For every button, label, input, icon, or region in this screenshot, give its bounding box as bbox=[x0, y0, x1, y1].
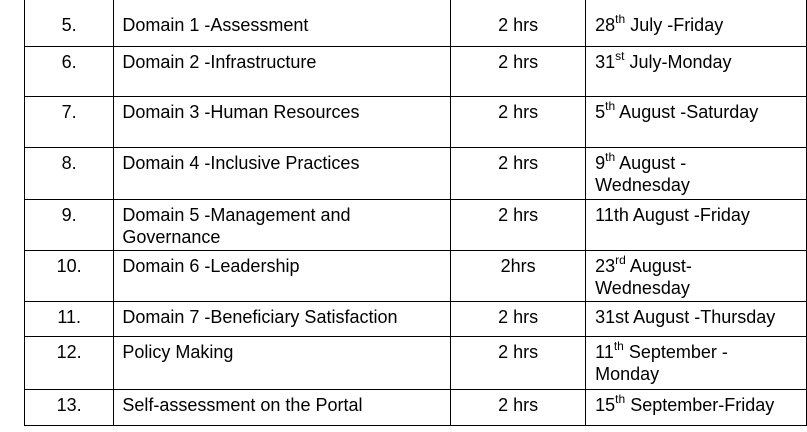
date-day: 9 bbox=[595, 152, 606, 173]
duration: 2 hrs bbox=[450, 300, 587, 337]
session-date: 31st July-Monday bbox=[585, 45, 807, 97]
table-row: 9. Domain 5 -Management and Governance 2… bbox=[23, 198, 807, 251]
date-rest: July -Friday bbox=[625, 15, 724, 35]
duration: 2 hrs bbox=[450, 388, 587, 426]
row-number: 12. bbox=[23, 335, 115, 390]
date-rest: August- Wednesday bbox=[595, 255, 692, 298]
domain-item: Domain 2 -Infrastructure bbox=[113, 45, 452, 97]
date-rest: September - Monday bbox=[595, 341, 728, 384]
domain-item: Domain 1 -Assessment bbox=[113, 0, 452, 47]
row-number: 7. bbox=[23, 95, 115, 148]
table-row: 8. Domain 4 -Inclusive Practices 2 hrs 9… bbox=[23, 146, 807, 200]
row-number: 6. bbox=[23, 45, 115, 97]
duration: 2 hrs bbox=[450, 335, 587, 390]
date-ordinal: th bbox=[605, 98, 616, 113]
domain-item: Domain 6 -Leadership bbox=[113, 249, 452, 302]
date-ordinal: rd bbox=[615, 252, 626, 267]
table-row: 7. Domain 3 -Human Resources 2 hrs 5th A… bbox=[23, 95, 807, 148]
session-date: 9th August - Wednesday bbox=[585, 146, 807, 200]
row-number: 9. bbox=[23, 198, 115, 251]
date-ordinal: th bbox=[615, 12, 626, 26]
duration: 2 hrs bbox=[450, 146, 587, 200]
date-ordinal: th bbox=[615, 391, 626, 406]
session-date: 11th September - Monday bbox=[585, 335, 807, 390]
table-row: 10. Domain 6 -Leadership 2hrs 23rd Augus… bbox=[23, 249, 807, 302]
session-date: 31st August -Thursday bbox=[585, 300, 807, 337]
table-row: 13. Self-assessment on the Portal 2 hrs … bbox=[23, 388, 807, 426]
domain-item: Domain 4 -Inclusive Practices bbox=[113, 146, 452, 200]
row-number: 5. bbox=[23, 0, 115, 47]
date-day: 11 bbox=[595, 341, 614, 362]
date-ordinal: th bbox=[613, 338, 624, 353]
table-row: 12. Policy Making 2 hrs 11th September -… bbox=[23, 335, 807, 390]
date-day: 31st August -Thursday bbox=[595, 306, 776, 327]
date-rest: July-Monday bbox=[624, 51, 732, 72]
date-rest: August -Saturday bbox=[615, 101, 759, 122]
date-day: 31 bbox=[595, 51, 616, 72]
duration: 2 hrs bbox=[450, 198, 587, 251]
row-number: 11. bbox=[23, 300, 115, 337]
date-rest: September-Friday bbox=[625, 394, 775, 415]
duration: 2 hrs bbox=[450, 0, 587, 47]
date-day: 15 bbox=[595, 394, 616, 415]
date-day: 11th August -Friday bbox=[595, 204, 750, 225]
row-number: 8. bbox=[23, 146, 115, 200]
date-ordinal: st bbox=[615, 48, 625, 63]
date-ordinal: th bbox=[605, 149, 616, 164]
domain-item: Policy Making bbox=[113, 335, 452, 390]
duration: 2hrs bbox=[450, 249, 587, 302]
session-date: 28th July -Friday bbox=[585, 0, 807, 47]
row-number: 10. bbox=[23, 249, 115, 302]
session-date: 23rd August- Wednesday bbox=[585, 249, 807, 302]
duration: 2 hrs bbox=[450, 95, 587, 148]
domain-item: Self-assessment on the Portal bbox=[113, 388, 452, 426]
domain-item: Domain 3 -Human Resources bbox=[113, 95, 452, 148]
date-day: 5 bbox=[595, 101, 606, 122]
table-row: 6. Domain 2 -Infrastructure 2 hrs 31st J… bbox=[23, 45, 807, 97]
table-row: 5. Domain 1 -Assessment 2 hrs 28th July … bbox=[23, 0, 807, 47]
duration: 2 hrs bbox=[450, 45, 587, 97]
row-number: 13. bbox=[23, 388, 115, 426]
session-date: 5th August -Saturday bbox=[585, 95, 807, 148]
table-row: 11. Domain 7 -Beneficiary Satisfaction 2… bbox=[23, 300, 807, 337]
session-date: 11th August -Friday bbox=[585, 198, 807, 251]
schedule-table: 5. Domain 1 -Assessment 2 hrs 28th July … bbox=[23, 0, 807, 426]
domain-item: Domain 5 -Management and Governance bbox=[113, 198, 452, 251]
date-day: 23 bbox=[595, 255, 616, 276]
date-rest: August - Wednesday bbox=[595, 152, 690, 195]
domain-item: Domain 7 -Beneficiary Satisfaction bbox=[113, 300, 452, 337]
session-date: 15th September-Friday bbox=[585, 388, 807, 426]
date-day: 28 bbox=[595, 15, 616, 35]
